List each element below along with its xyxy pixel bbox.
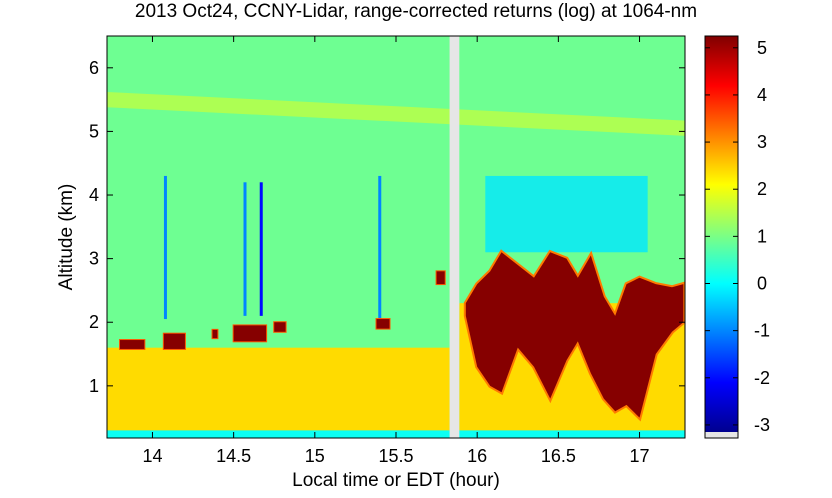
x-tick-label-0: 14 [142, 446, 162, 466]
cloud-5 [376, 319, 390, 329]
colorbar-tick-label-6: 3 [757, 132, 767, 152]
colorbar-tick-label-8: 5 [757, 38, 767, 58]
y-axis-label: Altitude (km) [56, 183, 77, 291]
cloud-layer [465, 252, 684, 418]
colorbar-tick-label-0: -3 [754, 415, 770, 435]
y-tick-label-4: 5 [89, 121, 99, 141]
dark-column-3 [378, 175, 382, 323]
cloud-2 [212, 329, 218, 339]
x-tick-label-6: 17 [630, 446, 650, 466]
colorbar-gap-swatch [705, 432, 738, 438]
chart-title: 2013 Oct24, CCNY-Lidar, range-corrected … [134, 1, 698, 22]
y-tick-label-0: 1 [89, 376, 99, 396]
x-tick-label-5: 16.5 [541, 446, 576, 466]
colorbar-tick-label-1: -2 [754, 368, 770, 388]
x-tick-label-1: 14.5 [216, 446, 251, 466]
boundary-layer-before-gap [107, 347, 450, 438]
colorbar-tick-label-3: 0 [757, 274, 767, 294]
colorbar-tick-label-5: 2 [757, 179, 767, 199]
y-tick-label-2: 3 [89, 249, 99, 269]
x-tick-label-2: 15 [305, 446, 325, 466]
x-tick-label-3: 15.5 [378, 446, 413, 466]
plot-area [107, 36, 686, 438]
y-tick-label-1: 2 [89, 312, 99, 332]
data-gap [449, 36, 460, 438]
colorbar-tick-label-4: 1 [757, 226, 767, 246]
colorbar: -3 -2 -1 0 1 2 3 4 5 [704, 35, 770, 439]
axes: 14 14.5 15 15.5 16 16.5 17 1 2 3 4 5 6 [89, 35, 686, 466]
upper-aerosol-layer [107, 91, 685, 136]
y-tick-label-5: 6 [89, 58, 99, 78]
x-axis-label: Local time or EDT (hour) [292, 470, 500, 491]
colorbar-frame [704, 35, 739, 439]
x-tick-label-4: 16 [467, 446, 487, 466]
colorbar-scale [705, 36, 738, 432]
colorbar-tick-label-7: 4 [757, 85, 767, 105]
dark-column-2 [259, 182, 263, 316]
cloud-3 [233, 325, 267, 342]
cloud-0 [119, 340, 145, 349]
y-tick-label-3: 4 [89, 185, 99, 205]
cloud-6 [436, 271, 445, 285]
dark-column-1 [243, 182, 247, 316]
cloud-1 [163, 333, 185, 349]
cloud-4 [274, 322, 286, 332]
colorbar-tick-label-2: -1 [754, 321, 770, 341]
dark-column-0 [163, 175, 167, 320]
clear-region [485, 175, 648, 253]
